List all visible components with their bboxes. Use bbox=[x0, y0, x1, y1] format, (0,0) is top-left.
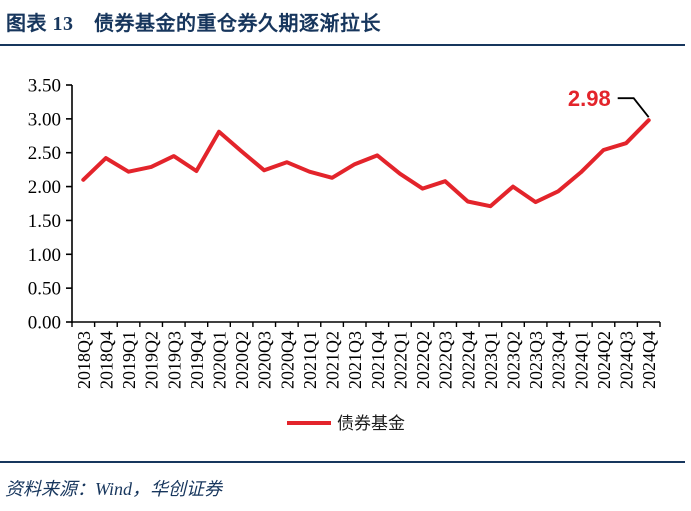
x-tick-label: 2021Q1 bbox=[300, 331, 320, 389]
x-tick-label: 2018Q3 bbox=[74, 331, 94, 389]
y-tick-label: 2.00 bbox=[28, 177, 61, 198]
x-tick-label: 2020Q1 bbox=[210, 331, 230, 389]
x-tick-label: 2024Q1 bbox=[571, 331, 591, 389]
x-tick-label: 2020Q2 bbox=[232, 331, 252, 389]
title-divider bbox=[0, 44, 685, 46]
x-tick-label: 2018Q4 bbox=[96, 331, 116, 389]
y-tick-label: 0.00 bbox=[28, 313, 61, 334]
x-tick-label: 2024Q2 bbox=[594, 331, 614, 389]
figure-title: 图表 13 债券基金的重仓券久期逐渐拉长 bbox=[6, 13, 381, 35]
annotation-label: 2.98 bbox=[568, 86, 611, 111]
x-tick-label: 2021Q4 bbox=[368, 331, 388, 389]
y-tick-label: 0.50 bbox=[28, 279, 61, 300]
x-tick-label: 2023Q4 bbox=[549, 331, 569, 389]
x-tick-label: 2022Q4 bbox=[458, 331, 478, 389]
x-tick-label: 2021Q3 bbox=[345, 331, 365, 389]
x-tick-label: 2023Q2 bbox=[504, 331, 524, 389]
x-tick-label: 2024Q4 bbox=[639, 331, 659, 389]
y-tick-label: 1.00 bbox=[28, 245, 61, 266]
x-tick-label: 2019Q2 bbox=[142, 331, 162, 389]
x-tick-label: 2023Q3 bbox=[526, 331, 546, 389]
source-note: 资料来源：Wind，华创证券 bbox=[5, 479, 223, 499]
x-tick-label: 2022Q3 bbox=[436, 331, 456, 389]
y-tick-label: 3.50 bbox=[28, 76, 61, 97]
x-tick-label: 2024Q3 bbox=[617, 331, 637, 389]
x-tick-label: 2022Q2 bbox=[413, 331, 433, 389]
y-tick-label: 3.00 bbox=[28, 109, 61, 130]
x-tick-label: 2020Q4 bbox=[277, 331, 297, 389]
x-tick-label: 2023Q1 bbox=[481, 331, 501, 389]
x-tick-label: 2021Q2 bbox=[323, 331, 343, 389]
footer-divider bbox=[0, 461, 685, 463]
x-tick-label: 2020Q3 bbox=[255, 331, 275, 389]
x-tick-label: 2019Q4 bbox=[187, 331, 207, 389]
series-line bbox=[81, 118, 651, 209]
y-tick-label: 2.50 bbox=[28, 143, 61, 164]
y-tick-label: 1.50 bbox=[28, 211, 61, 232]
x-tick-label: 2019Q3 bbox=[164, 331, 184, 389]
annotation-callout bbox=[617, 97, 650, 118]
x-tick-label: 2019Q1 bbox=[119, 331, 139, 389]
legend-label: 债券基金 bbox=[337, 414, 405, 433]
x-tick-label: 2022Q1 bbox=[390, 331, 410, 389]
